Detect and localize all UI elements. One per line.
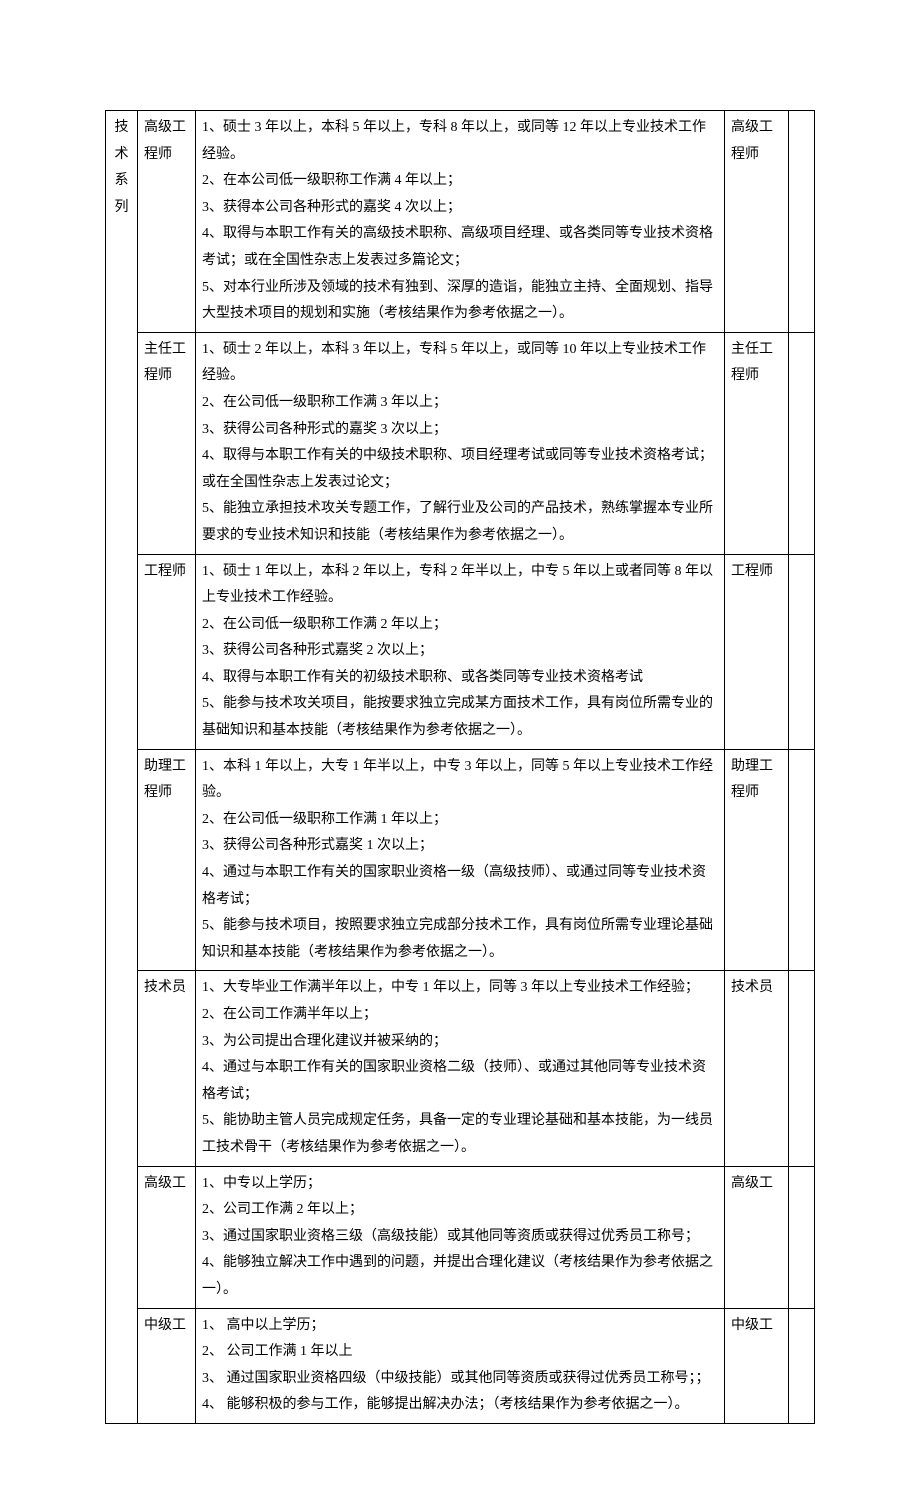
level-cell: 技术员 — [138, 971, 196, 1166]
criteria-cell: 1、硕士 1 年以上，本科 2 年以上，专科 2 年半以上，中专 5 年以上或者… — [196, 554, 725, 749]
level-cell: 高级工程师 — [138, 111, 196, 333]
level-cell: 主任工程师 — [138, 332, 196, 554]
level-cell: 高级工 — [138, 1166, 196, 1308]
title-cell: 中级工 — [725, 1308, 789, 1423]
table-row: 工程师1、硕士 1 年以上，本科 2 年以上，专科 2 年半以上，中专 5 年以… — [106, 554, 815, 749]
title-cell: 助理工程师 — [725, 749, 789, 971]
criteria-cell: 1、大专毕业工作满半年以上，中专 1 年以上，同等 3 年以上专业技术工作经验；… — [196, 971, 725, 1166]
level-cell: 助理工程师 — [138, 749, 196, 971]
criteria-cell: 1、本科 1 年以上，大专 1 年半以上，中专 3 年以上，同等 5 年以上专业… — [196, 749, 725, 971]
blank-cell — [789, 332, 815, 554]
table-row: 中级工1、 高中以上学历；2、 公司工作满 1 年以上3、 通过国家职业资格四级… — [106, 1308, 815, 1423]
table-row: 技术员1、大专毕业工作满半年以上，中专 1 年以上，同等 3 年以上专业技术工作… — [106, 971, 815, 1166]
criteria-cell: 1、中专以上学历；2、公司工作满 2 年以上；3、通过国家职业资格三级（高级技能… — [196, 1166, 725, 1308]
title-cell: 工程师 — [725, 554, 789, 749]
title-cell: 高级工程师 — [725, 111, 789, 333]
table-row: 高级工1、中专以上学历；2、公司工作满 2 年以上；3、通过国家职业资格三级（高… — [106, 1166, 815, 1308]
criteria-cell: 1、硕士 2 年以上，本科 3 年以上，专科 5 年以上，或同等 10 年以上专… — [196, 332, 725, 554]
table-row: 主任工程师1、硕士 2 年以上，本科 3 年以上，专科 5 年以上，或同等 10… — [106, 332, 815, 554]
blank-cell — [789, 1166, 815, 1308]
category-cell: 技术系列 — [106, 111, 138, 1424]
blank-cell — [789, 111, 815, 333]
blank-cell — [789, 554, 815, 749]
level-cell: 工程师 — [138, 554, 196, 749]
title-cell: 技术员 — [725, 971, 789, 1166]
table-row: 助理工程师1、本科 1 年以上，大专 1 年半以上，中专 3 年以上，同等 5 … — [106, 749, 815, 971]
criteria-cell: 1、硕士 3 年以上，本科 5 年以上，专科 8 年以上，或同等 12 年以上专… — [196, 111, 725, 333]
title-cell: 高级工 — [725, 1166, 789, 1308]
level-cell: 中级工 — [138, 1308, 196, 1423]
title-cell: 主任工程师 — [725, 332, 789, 554]
criteria-cell: 1、 高中以上学历；2、 公司工作满 1 年以上3、 通过国家职业资格四级（中级… — [196, 1308, 725, 1423]
qualification-table: 技术系列高级工程师1、硕士 3 年以上，本科 5 年以上，专科 8 年以上，或同… — [105, 110, 815, 1424]
blank-cell — [789, 1308, 815, 1423]
blank-cell — [789, 749, 815, 971]
table-row: 技术系列高级工程师1、硕士 3 年以上，本科 5 年以上，专科 8 年以上，或同… — [106, 111, 815, 333]
blank-cell — [789, 971, 815, 1166]
